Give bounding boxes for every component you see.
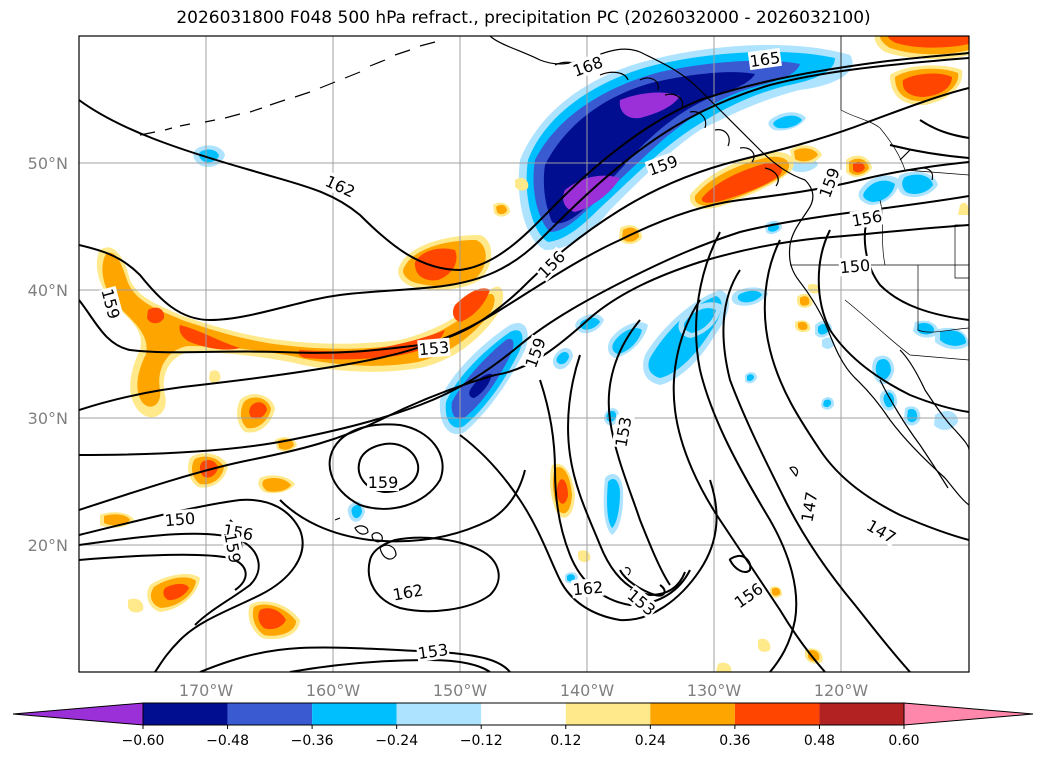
lat-label: 30°N xyxy=(28,409,68,428)
contour-label: 165 xyxy=(748,48,781,71)
lon-label: 130°W xyxy=(687,681,742,700)
colorbar-tick-label: 0.48 xyxy=(804,733,835,749)
refractivity-contours xyxy=(79,52,969,672)
colorbar-extend-max xyxy=(903,702,1034,726)
lat-label: 40°N xyxy=(28,281,68,300)
colorbar: −0.60 −0.48 −0.36 −0.24 −0.12 0.12 0.24 0.36 0.4… xyxy=(12,702,1034,749)
colorbar-tick-label: 0.24 xyxy=(635,733,666,749)
coastlines xyxy=(139,36,969,599)
contour-label: 153 xyxy=(418,338,450,360)
lon-label: 170°W xyxy=(179,681,234,700)
colorbar-cell xyxy=(734,703,820,725)
plot-frame xyxy=(78,35,970,673)
aleutians xyxy=(139,41,436,136)
contour-label: 153 xyxy=(416,640,449,663)
colorbar-cell xyxy=(650,703,735,725)
colorbar-cell xyxy=(143,703,228,725)
contour-label: 162 xyxy=(572,578,604,600)
colorbar-tick-label: −0.24 xyxy=(375,733,418,749)
colorbar-extend-min xyxy=(12,702,144,726)
lon-labels: 170°W 160°W 150°W 140°W 130°W 120°W xyxy=(179,681,869,700)
alaska-coast xyxy=(489,36,969,506)
colorbar-tick-label: −0.48 xyxy=(206,733,249,749)
plot-area xyxy=(79,36,969,672)
hawaii xyxy=(334,517,397,560)
colorbar-tick-label: 0.12 xyxy=(550,733,581,749)
lon-label: 120°W xyxy=(814,681,869,700)
lon-label: 150°W xyxy=(433,681,488,700)
map-title: 2026031800 F048 500 hPa refract., precip… xyxy=(176,8,871,28)
lat-label: 20°N xyxy=(28,536,68,555)
lon-label: 140°W xyxy=(560,681,615,700)
contour-label: 150 xyxy=(164,509,196,531)
contour-label: 159 xyxy=(368,473,399,492)
colorbar-tick-label: 0.60 xyxy=(888,733,919,749)
colorbar-cell xyxy=(227,703,313,725)
lon-label: 160°W xyxy=(306,681,361,700)
precip-neg-north-purple xyxy=(619,92,680,119)
colorbar-cell xyxy=(565,703,651,725)
baja xyxy=(879,379,949,489)
colorbar-cell xyxy=(396,703,482,725)
colorbar-tick-label: 0.36 xyxy=(719,733,750,749)
colorbar-tick-label: −0.60 xyxy=(122,733,165,749)
lat-label: 50°N xyxy=(28,154,68,173)
colorbar-cell xyxy=(819,703,904,725)
colorbar-cell xyxy=(481,703,566,725)
colorbar-tick-label: −0.12 xyxy=(460,733,503,749)
colorbar-tick-label: −0.36 xyxy=(291,733,334,749)
lat-labels: 50°N 40°N 30°N 20°N xyxy=(28,154,68,555)
contour-label: 150 xyxy=(839,256,871,278)
colorbar-cell xyxy=(312,703,397,725)
